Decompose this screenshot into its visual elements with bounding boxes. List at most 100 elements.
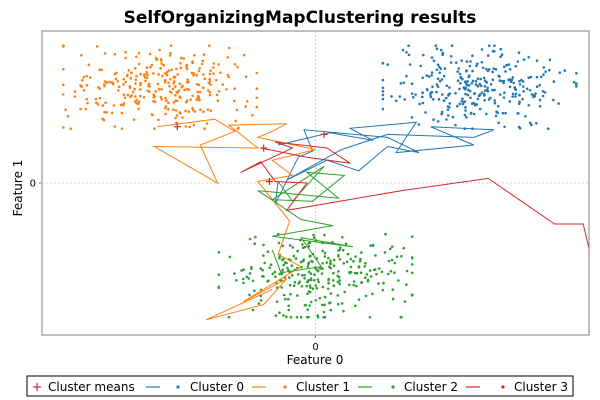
- scatter-point: [533, 94, 537, 98]
- scatter-point: [89, 76, 92, 79]
- cluster-mean-marker: [173, 123, 181, 131]
- scatter-point: [236, 127, 240, 130]
- scatter-point: [469, 60, 472, 63]
- scatter-point: [483, 94, 486, 97]
- scatter-point: [217, 63, 220, 66]
- scatter-point: [527, 76, 530, 79]
- scatter-point: [575, 85, 578, 88]
- scatter-point: [508, 78, 512, 81]
- scatter-point: [410, 235, 414, 238]
- scatter-point: [73, 95, 77, 98]
- scatter-point: [480, 60, 484, 64]
- scatter-point: [391, 297, 395, 301]
- scatter-point: [196, 90, 199, 94]
- axis-ticks: 00: [30, 179, 319, 354]
- scatter-point: [288, 283, 292, 287]
- scatter-point: [152, 99, 155, 103]
- scatter-point: [402, 81, 406, 84]
- scatter-point: [322, 310, 326, 314]
- scatter-point: [535, 122, 538, 125]
- scatter-point: [281, 258, 285, 261]
- scatter-point: [360, 281, 364, 284]
- scatter-point: [438, 71, 442, 74]
- scatter-point: [401, 48, 405, 52]
- scatter-point: [241, 277, 245, 281]
- scatter-point: [79, 107, 82, 111]
- scatter-point: [289, 292, 292, 296]
- scatter-point: [169, 51, 172, 55]
- scatter-point: [271, 272, 275, 276]
- scatter-point: [309, 272, 313, 276]
- scatter-point: [440, 110, 444, 114]
- scatter-point: [184, 125, 188, 128]
- scatter-point: [332, 258, 336, 262]
- scatter-point: [245, 275, 249, 279]
- scatter-point: [480, 91, 484, 94]
- scatter-point: [288, 244, 292, 247]
- scatter-point: [374, 254, 377, 257]
- scatter-point: [176, 73, 179, 76]
- scatter-point: [314, 299, 318, 302]
- scatter-point: [174, 85, 177, 88]
- scatter-point: [139, 83, 142, 87]
- legend-box: [26, 375, 574, 397]
- scatter-point: [122, 101, 126, 105]
- scatter-point: [167, 81, 170, 85]
- scatter-point: [150, 63, 154, 67]
- scatter-point: [147, 82, 151, 86]
- scatter-point: [163, 80, 167, 84]
- scatter-point: [306, 280, 309, 284]
- scatter-point: [457, 67, 461, 70]
- scatter-point: [382, 281, 385, 285]
- scatter-point: [296, 273, 300, 276]
- scatter-point: [157, 88, 161, 91]
- scatter-point: [113, 72, 117, 76]
- scatter-point: [236, 65, 239, 69]
- scatter-point: [205, 122, 209, 125]
- scatter-point: [439, 67, 443, 70]
- scatter-point: [268, 266, 272, 269]
- scatter-point: [287, 297, 290, 301]
- scatter-point: [327, 281, 330, 285]
- scatter-point: [160, 62, 163, 65]
- scatter-point: [62, 93, 65, 96]
- scatter-point: [208, 72, 212, 76]
- scatter-point: [257, 302, 261, 305]
- legend-dot-swatch: [283, 385, 287, 389]
- scatter-point: [185, 99, 189, 102]
- scatter-point: [336, 280, 340, 284]
- scatter-point: [197, 69, 201, 73]
- scatter-point: [436, 63, 440, 67]
- scatter-point: [476, 62, 479, 65]
- scatter-point: [316, 278, 320, 281]
- scatter-point: [228, 255, 232, 259]
- scatter-point: [291, 246, 295, 249]
- scatter-point: [195, 73, 198, 77]
- scatter-point: [546, 127, 550, 130]
- scatter-point: [371, 292, 374, 296]
- scatter-point: [470, 82, 474, 85]
- scatter-point: [62, 67, 65, 71]
- scatter-point: [105, 111, 108, 114]
- scatter-point: [524, 115, 527, 118]
- scatter-point: [398, 95, 402, 98]
- scatter-point: [514, 92, 518, 96]
- scatter-point: [173, 80, 176, 83]
- scatter-point: [486, 69, 490, 73]
- scatter-point: [381, 107, 385, 111]
- scatter-series-1: [62, 44, 259, 130]
- scatter-point: [208, 80, 212, 83]
- scatter-point: [448, 92, 452, 95]
- scatter-point: [217, 273, 221, 277]
- scatter-point: [261, 268, 264, 272]
- scatter-point: [445, 118, 448, 121]
- scatter-point: [217, 285, 221, 289]
- scatter-point: [349, 257, 353, 261]
- scatter-point: [345, 260, 349, 264]
- scatter-point: [422, 53, 425, 57]
- scatter-point: [179, 56, 183, 60]
- scatter-point: [235, 279, 238, 282]
- scatter-point: [338, 279, 342, 282]
- scatter-point: [479, 77, 483, 81]
- scatter-point: [338, 282, 342, 286]
